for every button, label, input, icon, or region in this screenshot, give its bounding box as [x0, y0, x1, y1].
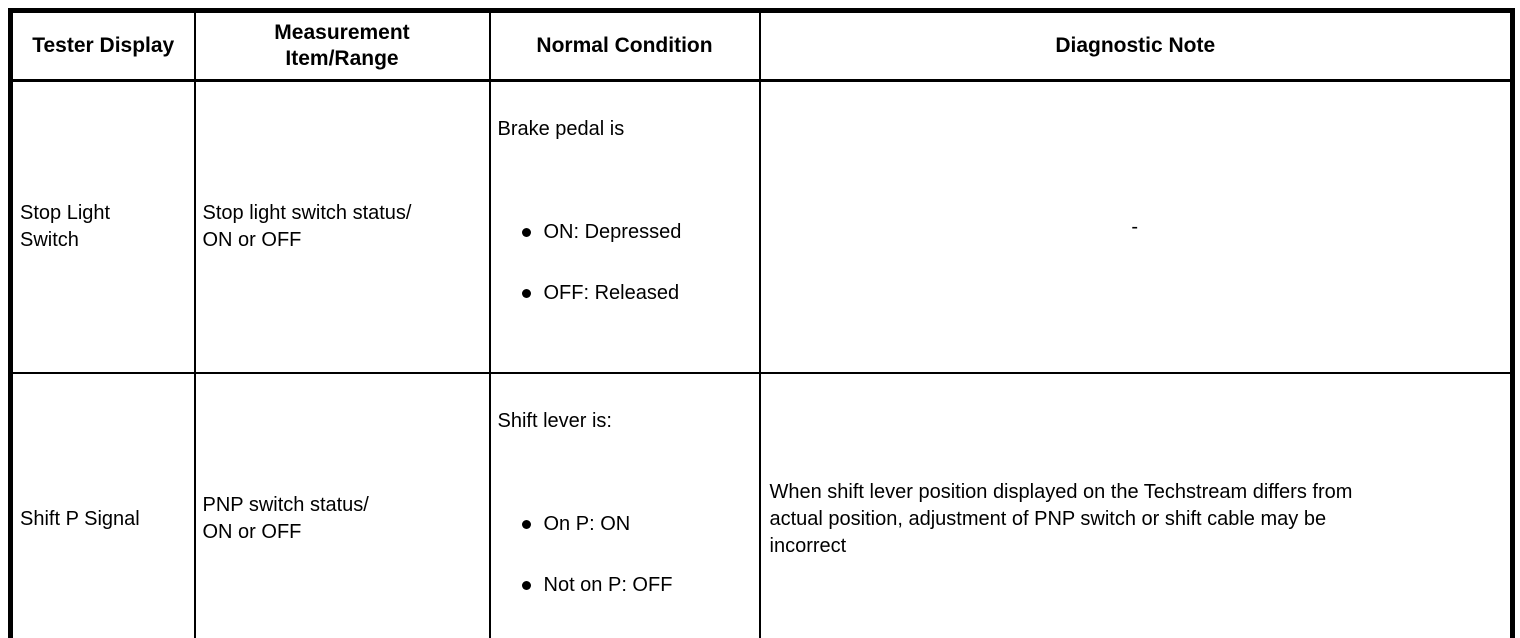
column-header-normal-condition: Normal Condition — [488, 9, 761, 82]
cell-measurement-item-range: PNP switch status/ ON or OFF — [193, 372, 491, 638]
bullet-text: OFF: Released — [543, 282, 680, 304]
diagnostic-data-table: Tester Display Measurement Item/Range No… — [8, 8, 1515, 638]
cell-tester-display: Shift P Signal — [9, 372, 196, 638]
cell-tester-display: Stop Light Switch — [9, 79, 196, 374]
cell-normal-condition: Brake pedal is ON: Depressed OFF: Releas… — [488, 79, 761, 374]
bullet-text: On P: ON — [543, 513, 631, 535]
bullet-text: ON: Depressed — [543, 221, 682, 243]
cell-normal-condition: Shift lever is: On P: ON Not on P: OFF — [488, 372, 761, 638]
column-header-tester-display: Tester Display — [9, 9, 196, 82]
normal-condition-intro: Shift lever is: — [497, 410, 612, 432]
bullet-list: On P: ON Not on P: OFF — [498, 484, 751, 633]
column-header-measurement-item-range: Measurement Item/Range — [193, 9, 491, 82]
cell-measurement-item-range: Stop light switch status/ ON or OFF — [193, 79, 491, 374]
bullet-list: ON: Depressed OFF: Released — [498, 192, 751, 341]
header-row: Tester Display Measurement Item/Range No… — [9, 9, 1514, 82]
bullet-icon — [521, 228, 531, 237]
bullet-text: Not on P: OFF — [543, 574, 673, 596]
cell-diagnostic-note: When shift lever position displayed on t… — [758, 372, 1514, 638]
bullet-icon — [521, 581, 531, 590]
cell-diagnostic-note: - — [758, 79, 1514, 374]
bullet-item: Not on P: OFF — [521, 572, 751, 599]
bullet-item: ON: Depressed — [521, 219, 751, 246]
bullet-item: OFF: Released — [521, 280, 751, 307]
table-row-shift-p-signal: Shift P Signal PNP switch status/ ON or … — [9, 372, 1514, 638]
table-row-stop-light-switch: Stop Light Switch Stop light switch stat… — [9, 79, 1514, 374]
bullet-item: On P: ON — [521, 511, 751, 538]
column-header-diagnostic-note: Diagnostic Note — [758, 9, 1514, 82]
bullet-icon — [521, 289, 531, 298]
bullet-icon — [521, 520, 531, 529]
normal-condition-intro: Brake pedal is — [497, 118, 625, 140]
